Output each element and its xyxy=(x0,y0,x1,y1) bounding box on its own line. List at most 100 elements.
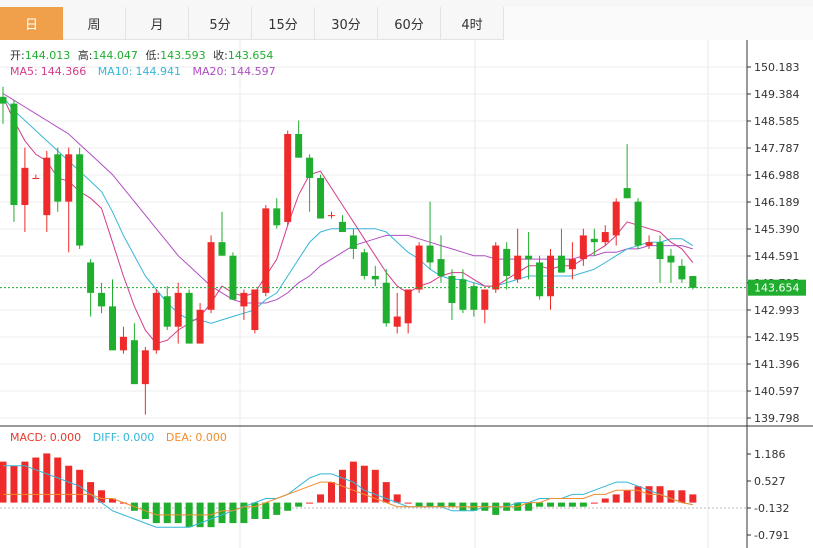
candle-body xyxy=(10,103,18,206)
candle-body xyxy=(459,279,467,310)
tab-30min[interactable]: 30分 xyxy=(315,7,378,40)
macd-bar xyxy=(229,502,237,524)
tab-bar-filler xyxy=(504,7,813,40)
macd-bar xyxy=(492,502,500,515)
macd-bar xyxy=(273,502,281,515)
candle-body xyxy=(87,262,95,293)
macd-bar xyxy=(152,502,160,524)
macd-bar xyxy=(547,502,554,507)
candle-body xyxy=(404,289,412,324)
candle-body xyxy=(634,201,642,246)
macd-bar xyxy=(98,490,106,503)
candle-body xyxy=(163,296,171,327)
macd-bar xyxy=(579,502,587,507)
candle-body xyxy=(426,245,434,263)
macd-bar xyxy=(284,502,292,511)
macd-bar xyxy=(415,502,423,507)
macd-tick-label: 0.527 xyxy=(754,475,786,488)
candle-body xyxy=(645,242,653,246)
price-tick-label: 142.993 xyxy=(754,304,800,317)
candle-body xyxy=(557,255,565,273)
macd-bar xyxy=(634,486,642,503)
macd-bar xyxy=(448,502,456,507)
price-tick-label: 149.384 xyxy=(754,88,800,101)
ma20-line xyxy=(2,93,693,304)
macd-bar xyxy=(568,502,576,507)
macd-bar xyxy=(174,502,182,524)
macd-bar xyxy=(218,502,226,524)
price-axis: 150.183 149.384 148.585 147.787 146.988 146.1… xyxy=(0,61,806,542)
candle-body xyxy=(218,242,226,256)
macd-tick-label: -0.791 xyxy=(754,529,789,542)
current-price-label: 143.654 xyxy=(754,282,800,295)
candle-body xyxy=(678,265,686,280)
price-tick-label: 146.189 xyxy=(754,196,800,209)
current-price-tag xyxy=(748,279,806,296)
macd-bar xyxy=(678,490,686,503)
candle-body xyxy=(54,154,62,202)
candle-body xyxy=(21,167,29,206)
candle-body xyxy=(174,292,182,327)
ma10-line xyxy=(2,96,694,324)
candle-body xyxy=(130,340,138,385)
macd-bar xyxy=(163,502,171,524)
macd-bar xyxy=(317,494,325,503)
ma5-line xyxy=(2,96,694,345)
tab-60min[interactable]: 60分 xyxy=(378,7,441,40)
candle-body xyxy=(481,289,489,310)
candle-body xyxy=(32,177,40,179)
macd-tick-label: 1.186 xyxy=(754,448,786,461)
macd-histogram xyxy=(0,453,697,528)
candle-body xyxy=(338,221,346,233)
macd-bar xyxy=(251,502,259,519)
candle-body xyxy=(0,96,7,104)
tab-15min[interactable]: 15分 xyxy=(252,7,315,40)
candle-body xyxy=(207,242,215,310)
macd-bar xyxy=(240,502,248,524)
candle-body xyxy=(273,208,281,226)
price-tick-label: 139.798 xyxy=(754,412,800,425)
diff-line xyxy=(3,465,693,528)
candle-body xyxy=(152,292,160,351)
price-tick-label: 147.787 xyxy=(754,142,800,155)
macd-bar xyxy=(306,502,314,504)
candle-body xyxy=(437,259,445,276)
macd-bar xyxy=(262,502,270,519)
macd-bar xyxy=(557,502,565,507)
candle-body xyxy=(503,248,511,276)
tab-day[interactable]: 日 xyxy=(0,7,63,40)
macd-bar xyxy=(360,465,368,503)
candle-body xyxy=(251,289,259,331)
candle-body xyxy=(525,255,533,260)
macd-bar xyxy=(536,502,544,507)
candle-body xyxy=(185,292,193,344)
candle-body xyxy=(141,350,149,385)
period-tab-bar: 日 周 月 5分 15分 30分 60分 4时 xyxy=(0,0,813,40)
macd-bar xyxy=(87,482,95,503)
macd-bar xyxy=(426,502,434,507)
candle-body xyxy=(360,252,368,276)
tab-month[interactable]: 月 xyxy=(126,7,189,40)
macd-bar xyxy=(393,494,401,503)
candle-body xyxy=(536,262,544,297)
price-tick-label: 148.585 xyxy=(754,115,800,128)
macd-bar xyxy=(382,482,390,503)
candle-body xyxy=(470,286,478,310)
candle-body xyxy=(514,255,522,280)
tab-week[interactable]: 周 xyxy=(63,7,126,40)
candle-body xyxy=(656,242,664,260)
macd-bar xyxy=(43,453,51,503)
tab-5min[interactable]: 5分 xyxy=(189,7,252,40)
candle-body xyxy=(612,201,620,236)
tab-4hour[interactable]: 4时 xyxy=(441,7,504,40)
candle-body xyxy=(229,255,237,300)
candle-body xyxy=(349,235,357,249)
candle-body xyxy=(119,336,127,351)
candle-body xyxy=(240,292,248,307)
price-tick-label: 140.597 xyxy=(754,385,800,398)
candle-body xyxy=(689,275,697,288)
ma-lines xyxy=(2,93,694,345)
macd-lines xyxy=(3,465,693,528)
macd-bar xyxy=(612,494,620,503)
